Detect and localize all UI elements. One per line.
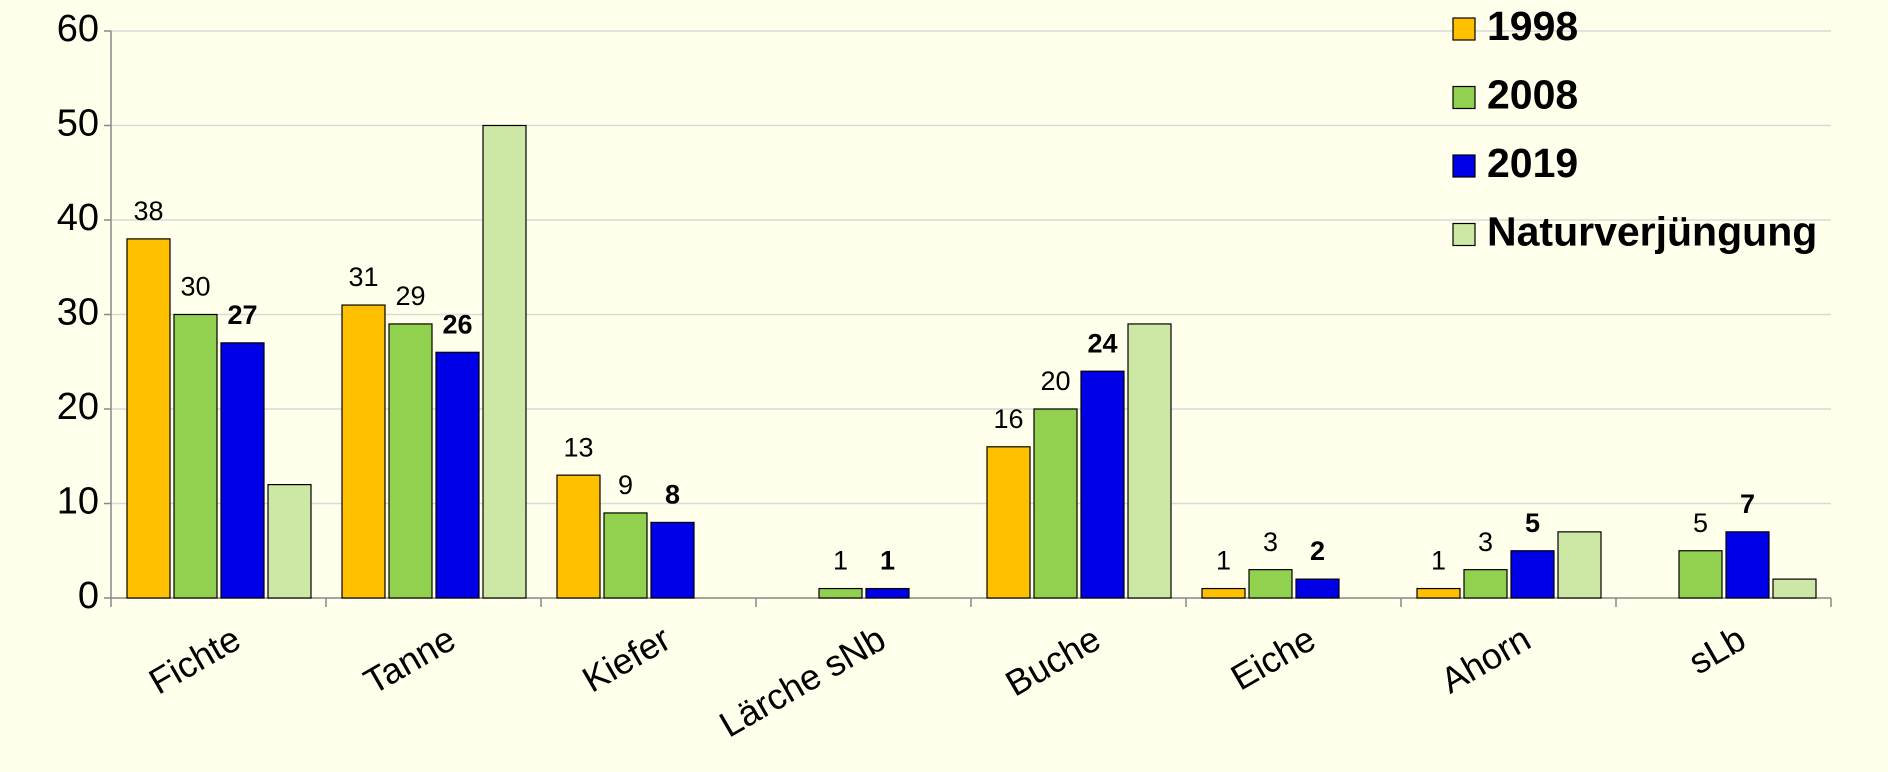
bar [1772,578,1817,599]
legend-label: 2008 [1487,71,1578,117]
x-tick-label: sLb [1681,618,1752,683]
data-label: 20 [1040,366,1070,396]
data-label: 27 [227,300,257,330]
bar [341,304,386,599]
bar [482,124,527,599]
data-label: 29 [395,281,425,311]
data-label: 26 [442,309,472,339]
legend-label: 1998 [1487,3,1578,49]
data-label: 7 [1740,489,1755,519]
legend-swatch [1452,154,1476,178]
bar [650,521,695,599]
data-label: 16 [993,404,1023,434]
bar [267,484,312,599]
bar [1295,578,1340,599]
y-tick-label: 20 [57,386,99,428]
bar [1725,531,1770,599]
bar [865,587,910,599]
bar [1201,587,1246,599]
data-label: 1 [1216,546,1231,576]
legend-swatch [1452,85,1476,110]
y-tick-label: 0 [78,575,99,617]
data-label: 1 [833,546,848,576]
x-tick-label: Ahorn [1434,618,1538,702]
data-label: 3 [1478,527,1493,557]
bar [435,351,480,599]
x-tick-label: Lärche sNb [712,618,892,746]
bar [388,323,433,599]
bar [1416,587,1461,599]
legend-label: 2019 [1487,140,1578,186]
data-label: 9 [618,470,633,500]
y-tick-label: 30 [57,292,99,334]
y-tick-label: 10 [57,481,99,523]
bar [1127,323,1172,599]
bar [126,238,171,599]
legend-swatch [1452,222,1476,247]
y-tick-label: 40 [57,197,99,239]
y-tick-label: 60 [57,8,99,50]
bar [1510,550,1555,599]
legend-label: Naturverjüngung [1487,208,1817,254]
data-label: 31 [348,262,378,292]
x-tick-label: Kiefer [575,618,677,701]
x-tick-label: Fichte [142,618,247,703]
data-label: 38 [133,196,163,226]
data-label: 13 [563,432,593,462]
bar [1678,550,1723,599]
bar [1463,569,1508,599]
x-tick-label: Buche [998,618,1107,705]
data-label: 3 [1263,527,1278,557]
data-label: 1 [880,546,895,576]
data-label: 5 [1693,508,1708,538]
bar [556,474,601,599]
legend-swatch [1452,17,1476,41]
x-tick-label: Tanne [357,618,462,703]
bar [986,446,1031,599]
bar [173,313,218,599]
bar [1248,569,1293,599]
bar [1033,408,1078,599]
x-tick-label: Eiche [1224,618,1322,699]
bar [603,512,648,599]
bar [1557,531,1602,599]
bar [220,342,265,599]
bar [1080,370,1125,599]
data-label: 1 [1431,546,1446,576]
data-label: 5 [1525,508,1540,538]
bar [818,587,863,599]
data-label: 8 [665,480,680,510]
y-tick-label: 50 [57,103,99,145]
data-label: 2 [1310,536,1325,566]
data-label: 24 [1087,328,1117,358]
data-label: 30 [180,272,210,302]
